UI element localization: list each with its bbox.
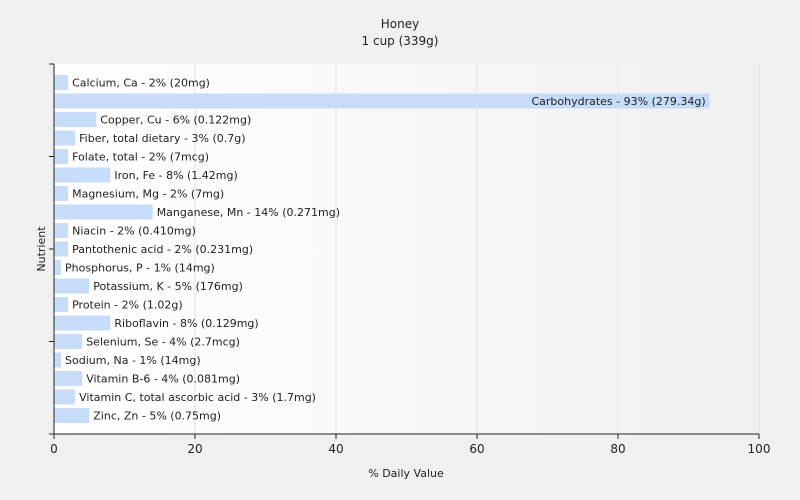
bar-value-label: Protein - 2% (1.02g) bbox=[72, 299, 183, 312]
bar bbox=[54, 371, 83, 386]
bar-value-label: Fiber, total dietary - 3% (0.7g) bbox=[79, 132, 245, 145]
bar bbox=[54, 352, 62, 368]
bar bbox=[54, 297, 69, 312]
x-tick-label: 40 bbox=[328, 442, 343, 456]
bar bbox=[54, 278, 90, 294]
bar bbox=[54, 75, 69, 90]
bar-labels: Calcium, Ca - 2% (20mg) Carbohydrates - 9… bbox=[65, 77, 706, 423]
x-axis-ticks: 0 20 40 60 80 100 bbox=[50, 434, 770, 456]
bar-value-label: Vitamin B-6 - 4% (0.081mg) bbox=[86, 373, 240, 386]
bar-value-label: Zinc, Zn - 5% (0.75mg) bbox=[93, 410, 221, 423]
bar-value-label: Magnesium, Mg - 2% (7mg) bbox=[72, 188, 224, 201]
x-axis-label: % Daily Value bbox=[368, 467, 444, 480]
bar bbox=[54, 167, 111, 183]
bar-value-label: Pantothenic acid - 2% (0.231mg) bbox=[72, 243, 253, 256]
bar-value-label: Calcium, Ca - 2% (20mg) bbox=[72, 77, 210, 90]
x-tick-label: 80 bbox=[610, 442, 625, 456]
bar-value-label: Carbohydrates - 93% (279.34g) bbox=[531, 95, 705, 108]
bar-value-label: Riboflavin - 8% (0.129mg) bbox=[114, 317, 258, 330]
bar bbox=[54, 334, 83, 349]
bar-value-label: Folate, total - 2% (7mcg) bbox=[72, 151, 209, 164]
bar bbox=[54, 315, 111, 331]
bar bbox=[54, 241, 69, 257]
bar bbox=[54, 223, 69, 238]
gridlines bbox=[194, 64, 760, 434]
bar bbox=[54, 130, 76, 146]
bar-value-label: Sodium, Na - 1% (14mg) bbox=[65, 354, 201, 367]
bar-value-label: Copper, Cu - 6% (0.122mg) bbox=[100, 114, 251, 127]
bar bbox=[54, 149, 69, 164]
plot-area bbox=[54, 64, 759, 434]
y-axis-label: Nutrient bbox=[35, 226, 48, 272]
chart-title: Honey bbox=[381, 17, 419, 31]
bar bbox=[54, 408, 90, 423]
bar-value-label: Vitamin C, total ascorbic acid - 3% (1.7… bbox=[79, 391, 316, 404]
bar bbox=[54, 93, 710, 109]
x-tick-label: 20 bbox=[187, 442, 202, 456]
bar bbox=[54, 260, 62, 275]
bar-value-label: Selenium, Se - 4% (2.7mcg) bbox=[86, 336, 240, 349]
x-tick-label: 100 bbox=[748, 442, 771, 456]
x-tick-label: 0 bbox=[50, 442, 58, 456]
bars bbox=[54, 75, 710, 423]
chart-subtitle: 1 cup (339g) bbox=[362, 34, 439, 48]
x-tick-label: 60 bbox=[469, 442, 484, 456]
bar-value-label: Manganese, Mn - 14% (0.271mg) bbox=[157, 206, 340, 219]
bar-value-label: Potassium, K - 5% (176mg) bbox=[93, 280, 243, 293]
bar-value-label: Phosphorus, P - 1% (14mg) bbox=[65, 262, 215, 275]
bar-value-label: Iron, Fe - 8% (1.42mg) bbox=[114, 169, 237, 182]
bar bbox=[54, 204, 153, 220]
bar bbox=[54, 112, 97, 127]
bar bbox=[54, 186, 69, 201]
bar-value-label: Niacin - 2% (0.410mg) bbox=[72, 225, 196, 238]
y-axis-ticks bbox=[49, 63, 54, 435]
bar bbox=[54, 389, 76, 405]
